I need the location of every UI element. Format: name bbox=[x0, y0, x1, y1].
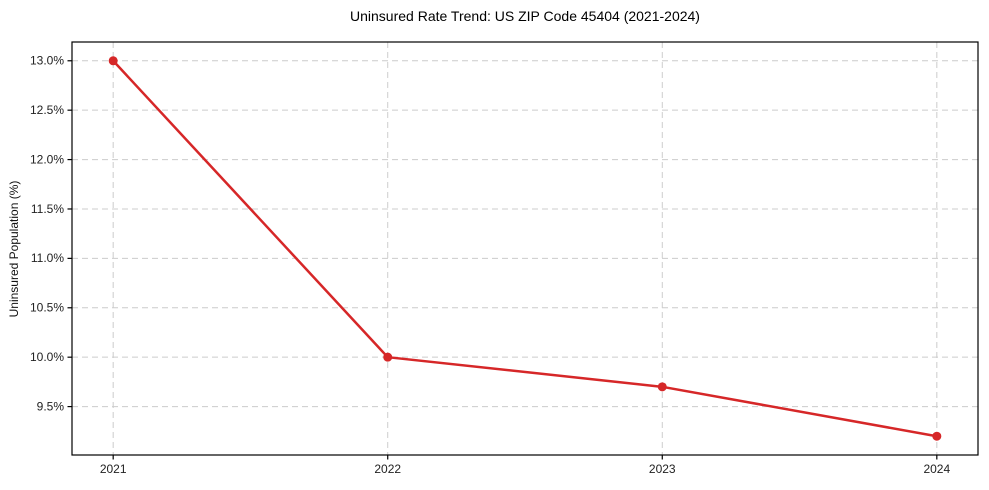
y-tick-label: 10.5% bbox=[30, 301, 64, 315]
plot-border bbox=[71, 41, 979, 456]
data-point bbox=[108, 56, 118, 66]
data-point bbox=[932, 431, 942, 441]
y-tick-label: 10.0% bbox=[30, 350, 64, 364]
y-tick-label: 11.0% bbox=[31, 251, 64, 265]
y-tick-label: 13.0% bbox=[30, 54, 64, 68]
trend-line bbox=[111, 59, 939, 438]
y-tick-label: 11.5% bbox=[31, 202, 64, 216]
data-point bbox=[657, 382, 667, 392]
chart-title: Uninsured Rate Trend: US ZIP Code 45404 … bbox=[350, 8, 700, 24]
y-tick-label: 9.5% bbox=[37, 399, 65, 413]
x-tick-label: 2022 bbox=[374, 462, 401, 476]
y-tick-label: 12.0% bbox=[30, 152, 64, 166]
y-tick-label: 12.5% bbox=[30, 103, 64, 117]
data-point bbox=[383, 352, 393, 362]
x-tick-label: 2023 bbox=[649, 462, 676, 476]
x-tick-label: 2024 bbox=[923, 462, 950, 476]
x-tick-label: 2021 bbox=[100, 462, 127, 476]
